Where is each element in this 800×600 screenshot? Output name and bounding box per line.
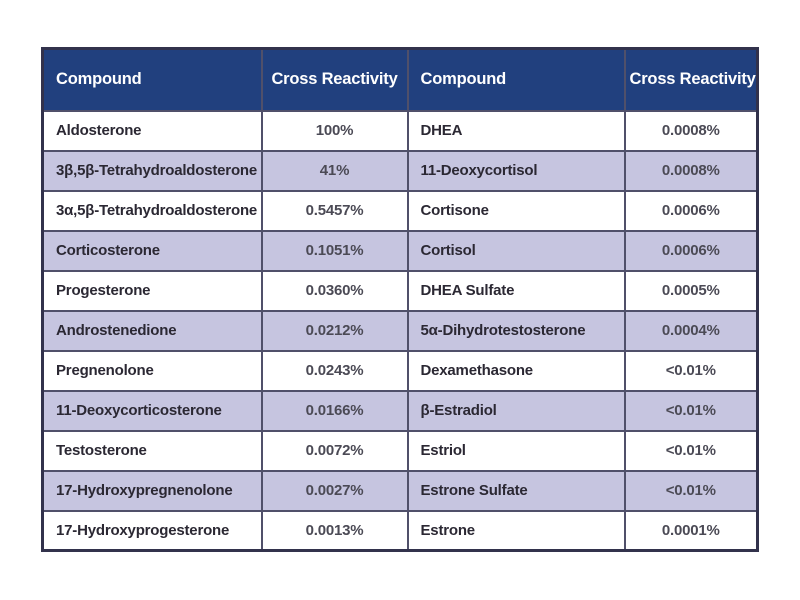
cross-reactivity-cell: 0.0004%	[623, 309, 759, 352]
column-header-compound-left: Compound	[41, 47, 263, 112]
table-row: 17-Hydroxypregnenolone 0.0027% Estrone S…	[41, 469, 759, 512]
compound-cell: Dexamethasone	[406, 349, 626, 392]
compound-cell: 17-Hydroxyprogesterone	[41, 509, 263, 552]
compound-cell: Pregnenolone	[41, 349, 263, 392]
cross-reactivity-cell: 0.0027%	[260, 469, 409, 512]
table-header-row: Compound Cross Reactivity Compound Cross…	[41, 47, 759, 112]
compound-cell: Testosterone	[41, 429, 263, 472]
table-row: 3β,5β-Tetrahydroaldosterone 41% 11-Deoxy…	[41, 149, 759, 192]
cross-reactivity-cell: 0.0360%	[260, 269, 409, 312]
compound-cell: Androstenedione	[41, 309, 263, 352]
table-row: Aldosterone 100% DHEA 0.0008%	[41, 109, 759, 152]
column-header-compound-right: Compound	[406, 47, 626, 112]
cross-reactivity-cell: 0.0072%	[260, 429, 409, 472]
cross-reactivity-cell: 0.0005%	[623, 269, 759, 312]
table-row: Corticosterone 0.1051% Cortisol 0.0006%	[41, 229, 759, 272]
compound-cell: β-Estradiol	[406, 389, 626, 432]
cross-reactivity-cell: 0.0166%	[260, 389, 409, 432]
cross-reactivity-cell: 0.1051%	[260, 229, 409, 272]
cross-reactivity-table: Compound Cross Reactivity Compound Cross…	[41, 47, 759, 552]
cross-reactivity-cell: 0.0013%	[260, 509, 409, 552]
cross-reactivity-cell: <0.01%	[623, 469, 759, 512]
cross-reactivity-cell: 0.5457%	[260, 189, 409, 232]
cross-reactivity-cell: <0.01%	[623, 429, 759, 472]
table-row: 11-Deoxycorticosterone 0.0166% β-Estradi…	[41, 389, 759, 432]
cross-reactivity-cell: 0.0006%	[623, 189, 759, 232]
table-row: 17-Hydroxyprogesterone 0.0013% Estrone 0…	[41, 509, 759, 552]
cross-reactivity-cell: 0.0212%	[260, 309, 409, 352]
cross-reactivity-cell: 0.0006%	[623, 229, 759, 272]
cross-reactivity-cell: 0.0008%	[623, 109, 759, 152]
compound-cell: Cortisone	[406, 189, 626, 232]
compound-cell: 17-Hydroxypregnenolone	[41, 469, 263, 512]
cross-reactivity-cell: <0.01%	[623, 349, 759, 392]
column-header-cross-reactivity-left: Cross Reactivity	[260, 47, 409, 112]
compound-cell: 3β,5β-Tetrahydroaldosterone	[41, 149, 263, 192]
cross-reactivity-cell: 0.0001%	[623, 509, 759, 552]
cross-reactivity-cell: 0.0008%	[623, 149, 759, 192]
compound-cell: 11-Deoxycortisol	[406, 149, 626, 192]
cross-reactivity-cell: 41%	[260, 149, 409, 192]
compound-cell: DHEA Sulfate	[406, 269, 626, 312]
cross-reactivity-cell: 0.0243%	[260, 349, 409, 392]
compound-cell: Corticosterone	[41, 229, 263, 272]
compound-cell: Estriol	[406, 429, 626, 472]
column-header-cross-reactivity-right: Cross Reactivity	[623, 47, 759, 112]
cross-reactivity-cell: 100%	[260, 109, 409, 152]
cross-reactivity-cell: <0.01%	[623, 389, 759, 432]
compound-cell: Estrone	[406, 509, 626, 552]
compound-cell: Estrone Sulfate	[406, 469, 626, 512]
compound-cell: 3α,5β-Tetrahydroaldosterone	[41, 189, 263, 232]
table-row: 3α,5β-Tetrahydroaldosterone 0.5457% Cort…	[41, 189, 759, 232]
compound-cell: Aldosterone	[41, 109, 263, 152]
compound-cell: Progesterone	[41, 269, 263, 312]
compound-cell: Cortisol	[406, 229, 626, 272]
table-row: Androstenedione 0.0212% 5α-Dihydrotestos…	[41, 309, 759, 352]
compound-cell: 11-Deoxycorticosterone	[41, 389, 263, 432]
table-row: Testosterone 0.0072% Estriol <0.01%	[41, 429, 759, 472]
table-row: Progesterone 0.0360% DHEA Sulfate 0.0005…	[41, 269, 759, 312]
compound-cell: DHEA	[406, 109, 626, 152]
table-row: Pregnenolone 0.0243% Dexamethasone <0.01…	[41, 349, 759, 392]
compound-cell: 5α-Dihydrotestosterone	[406, 309, 626, 352]
